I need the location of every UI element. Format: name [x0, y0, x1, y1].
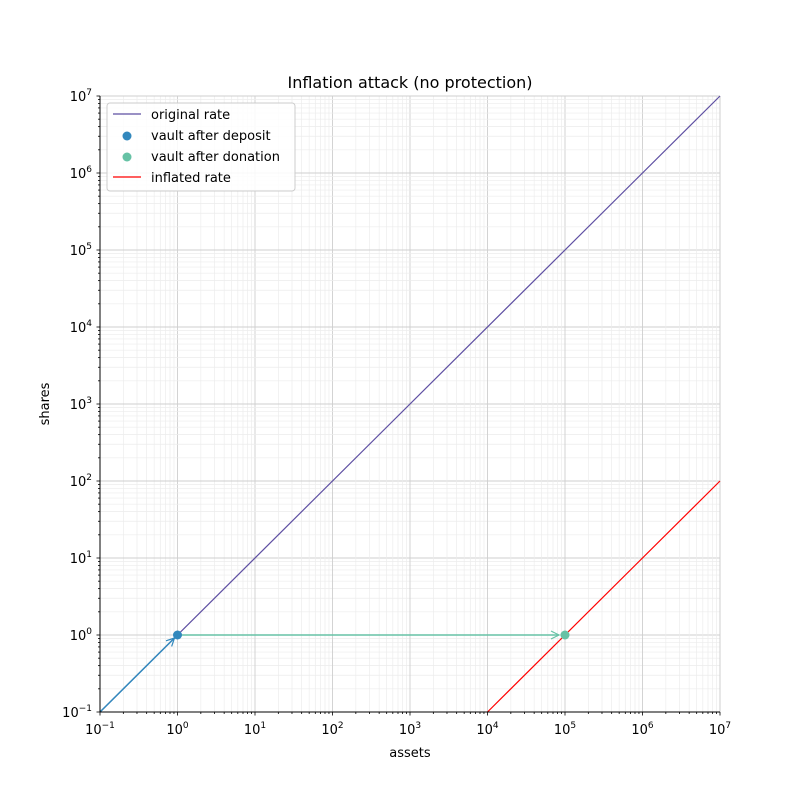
series-line-original-rate — [99, 95, 721, 713]
x-tick-label: 107 — [709, 721, 731, 738]
legend-label: vault after donation — [151, 150, 280, 165]
legend-box — [106, 102, 296, 192]
x-axis-label: assets — [389, 746, 431, 761]
y-tick-label: 102 — [70, 473, 92, 490]
x-tick-label: 106 — [631, 721, 654, 738]
legend-label: vault after deposit — [151, 129, 271, 144]
x-tick-label: 102 — [321, 721, 343, 738]
y-tick-label: 105 — [70, 242, 92, 259]
x-tick-label: 103 — [399, 721, 421, 738]
x-tick-label: 100 — [166, 721, 189, 738]
chart-title: Inflation attack (no protection) — [287, 73, 532, 92]
y-tick-label: 101 — [70, 550, 92, 567]
x-tick-label: 104 — [476, 721, 499, 738]
x-tick-label: 105 — [554, 721, 576, 738]
x-tick-label: 10−1 — [85, 721, 115, 738]
series-line-inflated-rate — [487, 480, 721, 713]
legend-marker-icon — [122, 152, 132, 162]
data-point-vault-after-donation — [560, 630, 570, 640]
arrow — [99, 638, 175, 713]
x-tick-label: 101 — [244, 721, 266, 738]
y-axis-label: shares — [38, 382, 53, 425]
data-point-vault-after-deposit — [173, 630, 182, 640]
marks — [99, 95, 721, 713]
y-tick-label: 106 — [70, 165, 93, 182]
legend-marker-icon — [122, 131, 132, 141]
y-tick-label: 10−1 — [62, 704, 92, 721]
legend-label: inflated rate — [151, 171, 231, 186]
y-tick-label: 107 — [70, 88, 92, 105]
legend-label: original rate — [151, 108, 230, 123]
y-tick-label: 103 — [70, 396, 92, 413]
y-tick-label: 104 — [70, 319, 93, 336]
y-tick-label: 100 — [70, 627, 93, 644]
legend: original rate vault after deposit vault af… — [106, 102, 296, 192]
